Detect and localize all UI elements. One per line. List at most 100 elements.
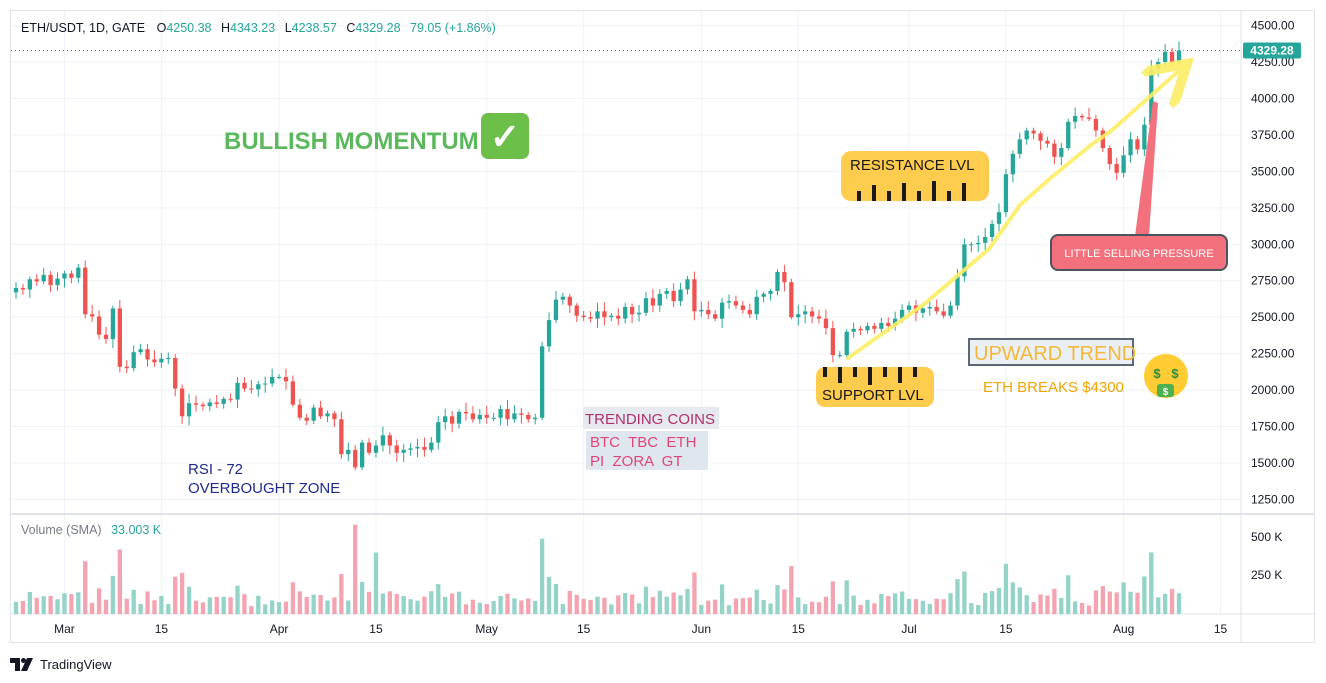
volume-bar — [754, 589, 759, 614]
tradingview-footer[interactable]: TradingView — [10, 654, 112, 674]
candle-body — [124, 366, 129, 369]
volume-bar — [214, 596, 219, 614]
candle-body — [920, 308, 926, 313]
candle-body — [1052, 143, 1057, 157]
candle-body — [159, 358, 164, 363]
candle-body — [103, 334, 109, 340]
price-axis[interactable]: 4500.00 4250.00 4000.00 3750.00 3500.00 3250.… — [1251, 19, 1295, 507]
volume-legend[interactable]: Volume (SMA) 33.003 K — [21, 523, 162, 537]
volume-bar — [263, 604, 268, 614]
volume-bar — [512, 598, 517, 614]
high-value: 4343.23 — [230, 21, 275, 35]
candle-body — [463, 411, 469, 414]
volume-bar — [20, 601, 26, 614]
candle-body — [366, 442, 372, 453]
price-tick-label: 2250.00 — [1251, 347, 1295, 361]
candle-body — [408, 448, 413, 450]
volume-bar — [719, 584, 725, 614]
volume-bar — [62, 593, 67, 614]
time-tick-label: Jul — [901, 622, 916, 636]
volume-bar — [359, 581, 365, 614]
candle-body — [761, 293, 766, 297]
candle-body — [643, 298, 649, 313]
candle-body — [886, 323, 891, 326]
volume-bar — [1176, 593, 1182, 614]
candle-body — [768, 290, 773, 294]
volume-bar — [1135, 592, 1140, 614]
volume-bar — [1121, 582, 1126, 614]
price-tick-label: 1500.00 — [1251, 456, 1295, 470]
volume-bar — [837, 604, 842, 614]
candle-body — [692, 279, 697, 312]
bullish-momentum-annotation: BULLISH MOMENTUM ✓ — [224, 113, 529, 159]
volume-bar — [782, 589, 787, 614]
volume-bar — [290, 582, 296, 614]
volume-bar — [609, 604, 614, 614]
candle-body — [41, 274, 46, 282]
candle-body — [339, 419, 344, 455]
resistance-bars — [857, 181, 966, 201]
volume-bar — [830, 581, 836, 614]
volume-bar — [1073, 601, 1078, 614]
candle-body — [173, 357, 178, 389]
candle-body — [1038, 133, 1043, 141]
trending-line1: BTC TBC ETH — [590, 434, 696, 451]
symbol-info[interactable]: ETH/USDT, 1D, GATE O4250.38 H4343.23 L42… — [21, 21, 496, 35]
candle-body — [449, 416, 455, 424]
time-axis[interactable]: Mar 15 Apr 15 May 15 Jun 15 Jul 15 Aug 15 — [54, 622, 1227, 636]
candle-body — [290, 381, 296, 405]
candle-body — [1107, 148, 1112, 165]
candle-body — [782, 271, 787, 283]
volume-bar — [1024, 595, 1029, 614]
candle-body — [498, 409, 503, 418]
candle-body — [90, 314, 95, 317]
volume-bar — [276, 602, 282, 614]
volume-bar — [346, 600, 351, 614]
volume-bar — [1114, 592, 1119, 614]
candle-body — [221, 398, 226, 404]
price-tick-label: 2750.00 — [1251, 274, 1295, 288]
volume-bar — [456, 591, 462, 614]
volume-bar — [567, 590, 572, 614]
open-label: O — [157, 21, 167, 35]
volume-bar — [103, 599, 109, 614]
candle-body — [1169, 51, 1175, 63]
volume-bar — [1066, 575, 1071, 614]
volume-bar — [48, 595, 53, 614]
svg-text:$: $ — [1163, 387, 1169, 398]
candle-body — [526, 414, 531, 420]
candle-body — [713, 314, 718, 319]
volume-bar — [449, 593, 455, 614]
volume-bar — [595, 596, 600, 614]
candle-body — [664, 290, 669, 294]
candle-body — [318, 407, 323, 417]
candle-body — [470, 413, 476, 420]
candle-body — [477, 414, 482, 420]
candle-body — [609, 315, 614, 318]
svg-text:$: $ — [1171, 366, 1179, 381]
candle-body — [602, 311, 607, 318]
volume-bar — [200, 602, 206, 614]
volume-bar — [920, 600, 926, 614]
volume-bar — [588, 599, 593, 614]
volume-bar — [539, 538, 545, 614]
volume-bar — [498, 595, 503, 614]
candle-body — [311, 407, 316, 421]
volume-bar — [83, 561, 88, 614]
candle-body — [117, 308, 122, 367]
candle-body — [27, 279, 32, 290]
candle-body — [657, 293, 662, 306]
volume-bar — [713, 599, 718, 614]
candle-body — [297, 404, 302, 418]
volume-bar — [332, 597, 337, 614]
candle-body — [789, 282, 794, 318]
price-tick-label: 1750.00 — [1251, 420, 1295, 434]
candle-body — [1142, 124, 1147, 150]
candle-body — [747, 309, 752, 315]
volume-bar — [948, 593, 953, 614]
volume-bar — [339, 574, 344, 614]
candle-body — [13, 288, 19, 293]
volume-bar — [899, 591, 905, 614]
candle-body — [678, 289, 683, 302]
candle-body — [325, 413, 330, 417]
